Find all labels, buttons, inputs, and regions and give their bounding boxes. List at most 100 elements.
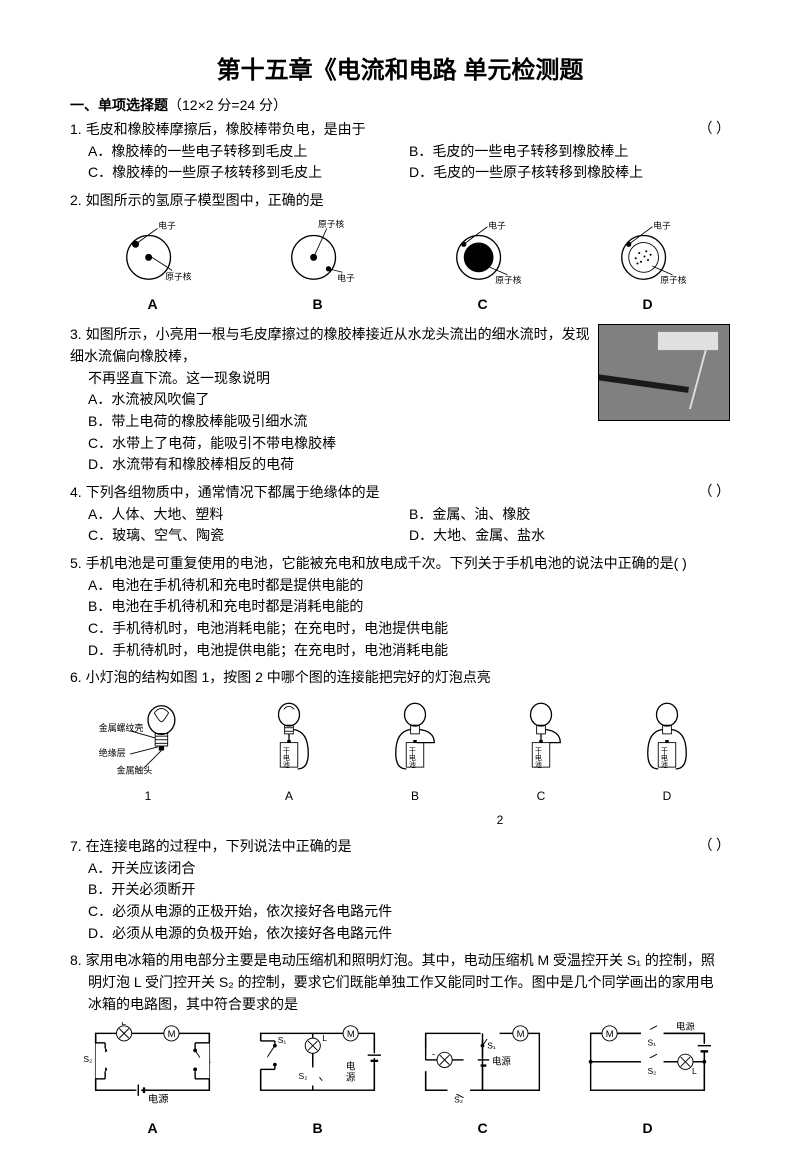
svg-text:电子: 电子 [488, 219, 506, 230]
q1-paren: （ ） [679, 119, 731, 141]
q2-figA: 电子 原子核 A [93, 218, 213, 316]
bulb-a-icon: 干电池 [254, 700, 324, 780]
svg-text:S₂: S₂ [454, 1094, 463, 1104]
bulb-d-icon: 干电池 [632, 700, 702, 780]
section-normal: （12×2 分=24 分） [168, 97, 287, 113]
question-5: 5. 手机电池是可重复使用的电池，它能被充电和放电成千次。下列关于手机电池的说法… [70, 553, 730, 661]
svg-text:L: L [322, 1032, 327, 1042]
svg-text:S₁: S₁ [487, 1040, 496, 1050]
label-electron: 电子 [158, 219, 176, 230]
svg-text:干: 干 [283, 747, 290, 755]
svg-text:电子: 电子 [337, 272, 355, 283]
svg-text:原子核: 原子核 [660, 274, 686, 285]
svg-text:金属螺纹壳: 金属螺纹壳 [99, 722, 144, 733]
q6-labelA: A [254, 787, 324, 806]
q1-optD: D．毛皮的一些原子核转移到橡胶棒上 [409, 162, 730, 184]
svg-text:电: 电 [661, 753, 668, 762]
svg-text:电: 电 [283, 753, 290, 762]
q3-optA: A．水流被风吹偏了 [88, 389, 590, 411]
q6-label2: 2 [70, 811, 730, 830]
svg-text:M: M [347, 1029, 355, 1040]
label-nucleus: 原子核 [165, 270, 191, 281]
q6-labelB: B [380, 787, 450, 806]
atom-d-icon: 电子 原子核 [603, 218, 693, 288]
q2-labelB: B [258, 294, 378, 316]
q8-stem3: 冰箱的电路图，其中符合要求的是 [70, 994, 730, 1016]
q6-labelC: C [506, 787, 576, 806]
circuit-c-icon: L S₁ S₂ M 电源 [410, 1022, 555, 1112]
svg-text:S₁: S₁ [648, 1037, 657, 1047]
q7-paren: （ ） [679, 836, 731, 858]
water-stream-icon [689, 349, 707, 409]
circuit-a-icon: L M S₁ S₂ 电源 [80, 1022, 225, 1112]
svg-text:绝缘层: 绝缘层 [99, 747, 126, 758]
q2-labelA: A [93, 294, 213, 316]
svg-text:S₁: S₁ [278, 1034, 287, 1044]
q7-optD: D．必须从电源的负极开始，依次接好各电路元件 [88, 923, 730, 945]
q8-figA: L M S₁ S₂ 电源 [80, 1022, 225, 1140]
q6-fig1: 金属螺纹壳 绝缘层 金属触头 1 [98, 695, 198, 805]
q8-figC: L S₁ S₂ M 电源 [410, 1022, 555, 1140]
svg-text:电源: 电源 [148, 1092, 169, 1105]
svg-text:干: 干 [409, 747, 416, 755]
q6-figC: 干电池 C [506, 700, 576, 805]
q4-optB: B．金属、油、橡胶 [409, 504, 730, 526]
svg-text:M: M [606, 1029, 614, 1040]
q8-labelB: B [245, 1118, 390, 1140]
q6-figD: 干电池 D [632, 700, 702, 805]
page: 第十五章《电流和电路 单元检测题 一、单项选择题（12×2 分=24 分） 1.… [0, 0, 800, 1176]
svg-text:S₂: S₂ [299, 1070, 308, 1080]
circuit-d-icon: M S₁ S₂ L 电源 [575, 1022, 720, 1112]
q7-stem: 7. 在连接电路的过程中，下列说法中正确的是 [70, 836, 679, 858]
bulb-c-icon: 干电池 [506, 700, 576, 780]
q2-labelD: D [588, 294, 708, 316]
bulb-structure-icon: 金属螺纹壳 绝缘层 金属触头 [98, 695, 198, 780]
question-7: 7. 在连接电路的过程中，下列说法中正确的是 （ ） A．开关应该闭合 B．开关… [70, 836, 730, 944]
question-8: 8. 家用电冰箱的用电部分主要是电动压缩机和照明灯泡。其中，电动压缩机 M 受温… [70, 950, 730, 1139]
q4-optA: A．人体、大地、塑料 [88, 504, 409, 526]
svg-text:原子核: 原子核 [495, 274, 521, 285]
q8-labelA: A [80, 1118, 225, 1140]
svg-text:电: 电 [535, 753, 542, 762]
svg-text:干: 干 [661, 747, 668, 755]
svg-text:电源: 电源 [492, 1055, 511, 1067]
q5-optA: A．电池在手机待机和充电时都是提供电能的 [88, 575, 730, 597]
atom-c-icon: 电子 原子核 [438, 218, 528, 288]
question-6: 6. 小灯泡的结构如图 1，按图 2 中哪个图的连接能把完好的灯泡点亮 金属螺纹… [70, 667, 730, 830]
q5-optC: C．手机待机时，电池消耗电能；在充电时，电池提供电能 [88, 618, 730, 640]
question-2: 2. 如图所示的氢原子模型图中，正确的是 电子 原子核 A [70, 190, 730, 318]
svg-text:S₂: S₂ [83, 1053, 92, 1063]
svg-text:电子: 电子 [653, 219, 671, 230]
section-1-header: 一、单项选择题（12×2 分=24 分） [70, 95, 730, 115]
q6-labelD: D [632, 787, 702, 806]
q5-optD: D．手机待机时，电池提供电能；在充电时，电池消耗电能 [88, 640, 730, 662]
q7-optC: C．必须从电源的正极开始，依次接好各电路元件 [88, 901, 730, 923]
q6-figure-row: 金属螺纹壳 绝缘层 金属触头 1 干电池 [70, 689, 730, 811]
q2-figure-row: 电子 原子核 A 原子核 电子 B [70, 212, 730, 318]
circuit-b-icon: S₁ L S₂ M 电源 [245, 1022, 390, 1112]
q6-figB: 干电池 B [380, 700, 450, 805]
question-3: 3. 如图所示，小亮用一根与毛皮摩擦过的橡胶棒接近从水龙头流出的细水流时，发现细… [70, 324, 730, 476]
q4-optD: D．大地、金属、盐水 [409, 525, 730, 547]
svg-text:电: 电 [346, 1060, 356, 1072]
q1-stem: 1. 毛皮和橡胶棒摩擦后，橡胶棒带负电，是由于 [70, 119, 679, 141]
q2-stem: 2. 如图所示的氢原子模型图中，正确的是 [70, 190, 730, 212]
q8-figure-row: L M S₁ S₂ 电源 [70, 1016, 730, 1140]
q8-stem2: 明灯泡 L 受门控开关 S₂ 的控制，要求它们既能单独工作又能同时工作。图中是几… [70, 972, 730, 994]
svg-text:S₂: S₂ [648, 1066, 657, 1076]
rod-icon [598, 373, 689, 393]
q3-figure [598, 324, 730, 421]
q1-optB: B．毛皮的一些电子转移到橡胶棒上 [409, 141, 730, 163]
q2-figC: 电子 原子核 C [423, 218, 543, 316]
q8-labelC: C [410, 1118, 555, 1140]
q1-optC: C．橡胶棒的一些原子核转移到毛皮上 [88, 162, 409, 184]
q3-optC: C．水带上了电荷，能吸引不带电橡胶棒 [88, 433, 590, 455]
q3-stem2: 不再竖直下流。这一现象说明 [70, 368, 590, 390]
page-title: 第十五章《电流和电路 单元检测题 [70, 50, 730, 85]
q8-stem1: 8. 家用电冰箱的用电部分主要是电动压缩机和照明灯泡。其中，电动压缩机 M 受温… [70, 950, 730, 972]
bulb-b-icon: 干电池 [380, 700, 450, 780]
svg-text:池: 池 [661, 760, 668, 769]
q6-label1: 1 [98, 787, 198, 806]
q4-paren: （ ） [679, 482, 731, 504]
svg-text:M: M [168, 1029, 176, 1040]
